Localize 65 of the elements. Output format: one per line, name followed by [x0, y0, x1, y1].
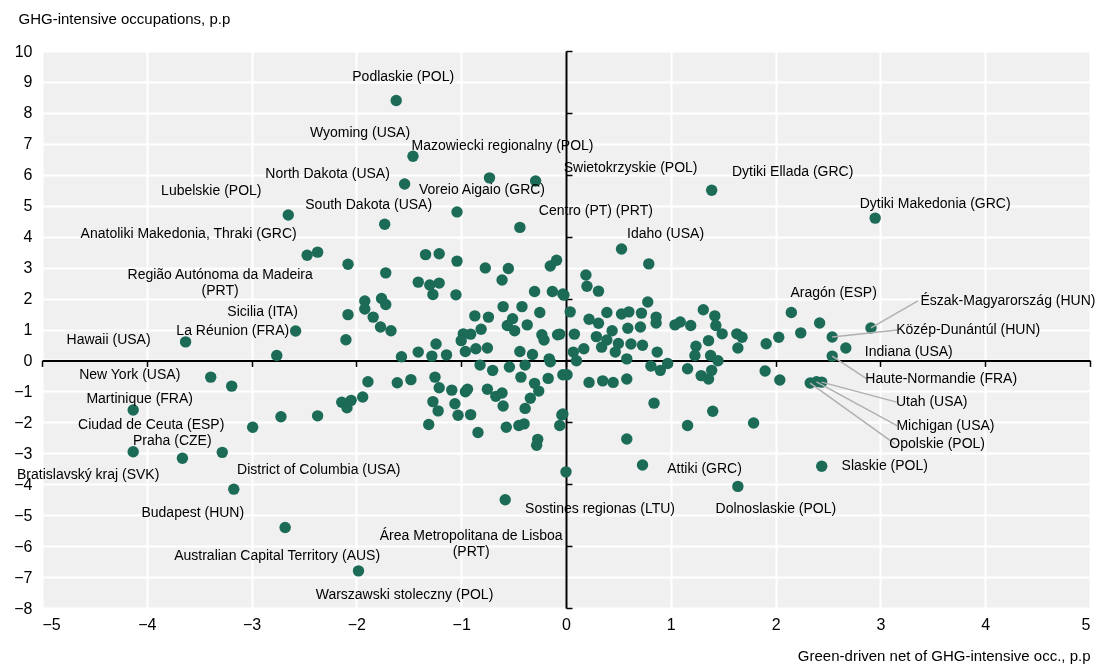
x-tick-label: −3 — [242, 615, 262, 633]
x-tick-label: −2 — [347, 615, 367, 633]
annotation: Martinique (FRA) — [86, 390, 193, 407]
y-tick-label: −3 — [14, 444, 33, 462]
annotation: North Dakota (USA) — [265, 165, 390, 182]
annotation: Aragón (ESP) — [790, 284, 877, 300]
annotation: Budapest (HUN) — [141, 504, 245, 521]
y-tick-label: 0 — [23, 351, 33, 369]
annotation: Utah (USA) — [895, 393, 968, 410]
y-tick-label: 7 — [23, 135, 33, 153]
annotation: Dytiki Ellada (GRC) — [731, 163, 854, 180]
annotation: New York (USA) — [79, 366, 181, 383]
annotation: Dolnoslaskie (POL) — [715, 500, 837, 517]
annotation: Ciudad de Ceuta (ESP) — [78, 415, 225, 432]
annotation: District of Columbia (USA) — [237, 461, 401, 478]
y-tick-label: 9 — [23, 73, 33, 91]
annotation: Slaskie (POL) — [841, 457, 928, 474]
annotation: Észak-Magyarország (HUN) — [920, 291, 1096, 308]
annotation: Voreio Aigaio (GRC) — [418, 180, 546, 197]
y-tick-label: −5 — [14, 506, 33, 524]
x-tick-label: 5 — [1081, 615, 1091, 633]
annotation: Lubelskie (POL) — [161, 182, 262, 199]
annotation: Anatoliki Makedonia, Thraki (GRC) — [80, 225, 297, 242]
annotation: Australian Capital Territory (AUS) — [174, 546, 381, 563]
annotation: Sicilia (ITA) — [227, 303, 298, 320]
annotation: Praha (CZE) — [132, 432, 212, 449]
annotation: Área Metropolitana de Lisboa (PRT) — [379, 526, 563, 559]
annotation: South Dakota (USA) — [305, 196, 433, 213]
annotation: Podlaskie (POL) — [352, 67, 455, 84]
y-tick-label: 8 — [23, 104, 33, 122]
x-axis-title: Green-driven net of GHG-intensive occ., p.p — [797, 646, 1091, 664]
annotation: Haute-Normandie (FRA) — [865, 370, 1018, 387]
x-tick-label: −4 — [138, 615, 157, 633]
y-tick-label: 6 — [23, 166, 33, 184]
y-tick-label: 10 — [14, 42, 33, 60]
x-tick-label: −1 — [452, 615, 471, 633]
y-tick-label: 3 — [23, 259, 33, 277]
y-tick-label: −2 — [14, 413, 33, 431]
y-tick-label: 5 — [23, 197, 33, 215]
x-tick-label: 1 — [666, 615, 676, 633]
annotation: Indiana (USA) — [864, 343, 953, 360]
y-tick-label: −7 — [14, 568, 33, 586]
annotation: Dytiki Makedonia (GRC) — [859, 195, 1011, 212]
x-tick-label: 2 — [771, 615, 781, 633]
y-tick-label: −8 — [14, 599, 33, 617]
y-tick-label: 4 — [23, 228, 33, 246]
y-tick-label: 2 — [23, 290, 33, 308]
annotation: La Réunion (FRA) — [176, 322, 290, 339]
annotation: Opolskie (POL) — [889, 435, 986, 452]
annotation: Warszawski stoleczny (POL) — [315, 585, 494, 602]
annotation: Közép-Dunántúl (HUN) — [896, 320, 1041, 337]
annotation: Idaho (USA) — [627, 225, 705, 242]
x-tick-label: 3 — [876, 615, 886, 633]
annotation: Attiki (GRC) — [667, 460, 742, 477]
annotation: Hawaii (USA) — [66, 330, 151, 347]
annotation: Região Autónoma da Madeira (PRT) — [127, 266, 313, 299]
annotation: Michigan (USA) — [896, 416, 995, 433]
y-axis-title: GHG-intensive occupations, p.p — [18, 9, 231, 27]
x-tick-label: 0 — [562, 615, 572, 633]
y-tick-label: −1 — [14, 382, 33, 400]
y-tick-label: 1 — [23, 321, 33, 338]
x-tick-label: −5 — [42, 615, 61, 633]
annotation: Wyoming (USA) — [309, 124, 411, 141]
x-tick-label: 4 — [981, 615, 991, 633]
y-tick-label: −6 — [14, 537, 33, 555]
